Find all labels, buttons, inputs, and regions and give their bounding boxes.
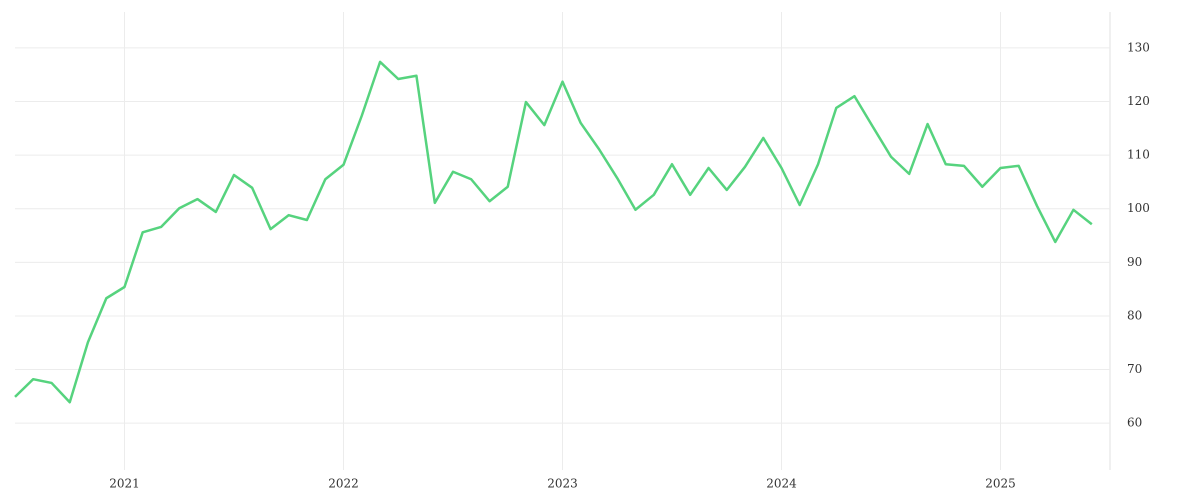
y-tick-label: 80 (1127, 308, 1142, 322)
x-tick-label: 2023 (547, 477, 578, 491)
y-tick-label: 110 (1127, 148, 1150, 162)
y-tick-label: 90 (1127, 255, 1142, 269)
x-tick-label: 2024 (766, 477, 797, 491)
y-tick-label: 70 (1127, 362, 1142, 376)
y-tick-label: 60 (1127, 416, 1142, 430)
y-tick-label: 130 (1127, 40, 1150, 54)
x-tick-label: 2025 (985, 477, 1016, 491)
y-tick-label: 120 (1127, 94, 1150, 108)
x-tick-label: 2022 (328, 477, 359, 491)
x-tick-label: 2021 (109, 477, 140, 491)
y-tick-label: 100 (1127, 201, 1150, 215)
data-line (14, 60, 1093, 404)
